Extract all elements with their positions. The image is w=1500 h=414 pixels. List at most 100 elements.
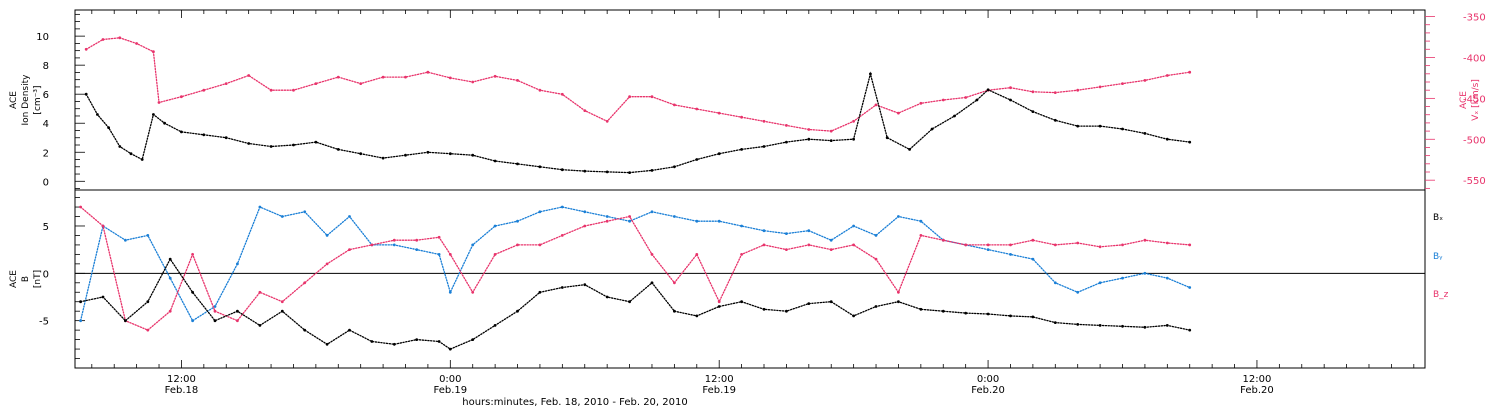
data-point <box>1143 238 1147 242</box>
data-point <box>829 238 833 242</box>
data-point <box>1076 88 1080 92</box>
data-point <box>695 158 699 161</box>
data-point <box>1188 243 1192 247</box>
data-point <box>359 152 363 156</box>
data-point <box>695 253 699 256</box>
data-point <box>852 137 855 141</box>
data-point <box>1121 127 1124 131</box>
data-point <box>152 113 155 116</box>
data-point <box>807 128 811 131</box>
data-point <box>628 215 631 218</box>
data-point <box>695 314 699 318</box>
data-point <box>1121 243 1124 247</box>
data-point <box>908 148 911 151</box>
data-point <box>1009 314 1012 318</box>
data-point <box>392 243 396 247</box>
data-point <box>1121 324 1124 328</box>
data-point <box>448 347 452 351</box>
data-point <box>280 309 284 313</box>
data-point <box>1053 321 1057 324</box>
data-point <box>874 103 878 107</box>
data-point <box>941 98 945 102</box>
data-point <box>941 238 945 242</box>
data-point <box>717 219 721 223</box>
data-point <box>269 88 273 92</box>
data-point <box>986 88 990 92</box>
data-point <box>303 210 307 214</box>
data-point <box>673 215 676 218</box>
data-point <box>874 305 878 308</box>
data-point <box>325 262 329 266</box>
data-point <box>560 92 564 96</box>
y-tick-label: 4 <box>43 119 49 130</box>
data-point <box>314 140 318 144</box>
data-point <box>426 70 430 74</box>
data-point <box>381 75 385 79</box>
data-point <box>1098 245 1102 249</box>
data-point <box>628 300 631 304</box>
data-point <box>258 324 262 327</box>
data-point <box>84 92 88 96</box>
data-point <box>762 119 766 123</box>
data-point <box>1121 82 1124 85</box>
data-point <box>404 75 407 79</box>
data-point <box>605 295 609 299</box>
y-tick-label: 10 <box>36 32 49 43</box>
y-tick-label: 6 <box>43 90 49 101</box>
data-point <box>785 140 788 144</box>
data-point <box>448 253 452 256</box>
legend-label: B_z <box>1433 290 1449 300</box>
data-point <box>493 253 497 256</box>
plot-frame <box>74 9 1426 369</box>
data-point <box>1098 85 1102 89</box>
data-point <box>516 309 519 313</box>
x-tick-label: 0:00 <box>977 374 999 385</box>
data-point <box>1098 281 1102 285</box>
y-axis-label: B <box>21 276 31 282</box>
data-point <box>415 248 419 252</box>
data-point <box>107 126 110 129</box>
data-point <box>852 224 855 228</box>
data-point <box>236 309 239 313</box>
x-tick-sublabel: Feb.20 <box>1240 385 1274 396</box>
data-point <box>118 145 122 148</box>
data-point <box>79 300 82 304</box>
y-axis-label: ACE <box>9 91 19 109</box>
data-point <box>897 290 900 294</box>
data-point <box>124 319 127 323</box>
data-point <box>258 205 262 209</box>
data-point <box>762 145 766 148</box>
data-point <box>650 95 654 99</box>
data-point <box>236 262 239 266</box>
data-point <box>1009 253 1012 256</box>
data-point <box>829 129 833 133</box>
data-point <box>975 98 979 102</box>
data-point <box>336 75 340 79</box>
data-point <box>1188 328 1192 332</box>
data-point <box>807 243 811 247</box>
data-point <box>852 314 855 318</box>
data-point <box>1076 323 1080 326</box>
series-trace <box>85 37 1191 132</box>
data-point <box>1188 286 1192 289</box>
data-point <box>247 74 251 77</box>
data-point <box>84 47 88 51</box>
data-point <box>785 124 788 127</box>
data-point <box>325 234 329 237</box>
data-point <box>560 205 564 209</box>
data-point <box>650 210 654 214</box>
data-point <box>650 169 654 172</box>
data-point <box>650 253 654 256</box>
data-point <box>191 253 195 256</box>
data-point <box>583 224 587 228</box>
data-point <box>1031 257 1035 261</box>
data-point <box>919 234 923 237</box>
data-point <box>135 42 139 45</box>
data-point <box>762 243 766 247</box>
y2-tick-label: -400 <box>1463 53 1486 64</box>
y-tick-label: 8 <box>43 61 49 72</box>
y-axis-label: Ion Density <box>21 74 31 126</box>
data-point <box>869 72 872 76</box>
data-point <box>538 243 542 247</box>
data-point <box>191 319 195 323</box>
